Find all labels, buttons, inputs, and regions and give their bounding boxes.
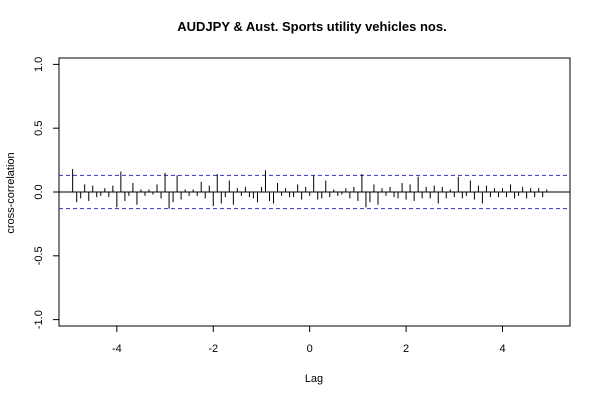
chart-title: AUDJPY & Aust. Sports utility vehicles n…	[177, 19, 446, 34]
y-tick-label: 0.5	[33, 121, 45, 136]
y-tick-label: 1.0	[33, 57, 45, 72]
y-tick-label: -0.5	[33, 246, 45, 265]
x-tick-label: 2	[403, 343, 409, 355]
x-tick-label: 0	[307, 343, 313, 355]
x-axis-label: Lag	[305, 373, 323, 385]
y-tick-label: 0.0	[33, 184, 45, 199]
correlation-bars	[72, 169, 548, 209]
x-tick-label: 4	[499, 343, 505, 355]
y-axis: -1.0 -0.5 0.0 0.5 1.0	[33, 57, 59, 329]
y-tick-label: -1.0	[33, 310, 45, 329]
y-axis-label: cross-correlation	[5, 152, 17, 233]
x-axis: -4 -2 0 2 4	[112, 326, 506, 355]
confidence-bands	[59, 174, 570, 210]
x-tick-label: -2	[208, 343, 218, 355]
x-tick-label: -4	[112, 343, 122, 355]
